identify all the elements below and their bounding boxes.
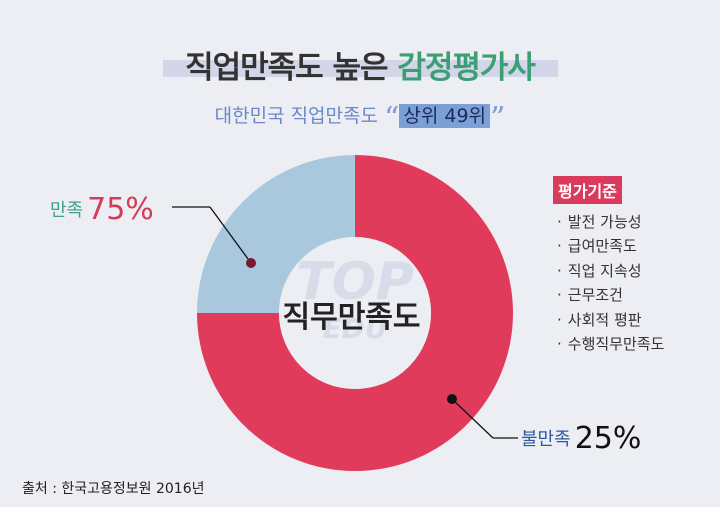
satisfied-category-label: 만족: [50, 200, 84, 221]
dissatisfied-leader-line-diag: [451, 398, 494, 439]
bullet-icon: ·: [557, 310, 562, 329]
title-main: 직업만족도 높은: [185, 50, 388, 86]
bullet-icon: ·: [557, 335, 562, 354]
dissatisfied-data-label: 불만족 25%: [521, 421, 641, 456]
criteria-item: · 사회적 평판: [553, 308, 664, 332]
bullet-icon: ·: [557, 261, 562, 280]
page-subtitle: 대한민국 직업만족도 “상위 49위”: [0, 101, 720, 136]
title-highlight: 감정평가사: [397, 50, 536, 86]
criteria-panel: 평가기준 · 발전 가능성 · 급여만족도 · 직업 지속성 · 근무조건 · 사회적 평판 · 수행…: [553, 176, 664, 356]
criteria-item: · 근무조건: [553, 283, 664, 307]
watermark-line2: EDU: [322, 312, 388, 345]
criteria-item-label: 수행직무만족도: [567, 335, 665, 354]
donut-slices: [197, 155, 513, 471]
donut-hole: [279, 237, 431, 389]
dissatisfied-marker-dot: [447, 394, 457, 404]
satisfied-data-label: 만족 75%: [50, 192, 154, 227]
criteria-item-label: 직업 지속성: [567, 261, 642, 280]
rank-badge: 상위 49위: [399, 104, 491, 128]
watermark-logo: TOP EDU: [280, 250, 430, 360]
criteria-item-label: 사회적 평판: [567, 310, 642, 329]
satisfied-value-label: 75%: [87, 192, 154, 227]
satisfied-marker-dot: [246, 258, 256, 268]
open-quote: “: [384, 101, 400, 136]
criteria-list: · 발전 가능성 · 급여만족도 · 직업 지속성 · 근무조건 · 사회적 평판 · 수행직무만족도: [553, 210, 664, 356]
criteria-item: · 급여만족도: [553, 234, 664, 258]
criteria-item: · 직업 지속성: [553, 259, 664, 283]
criteria-title: 평가기준: [553, 176, 622, 204]
bullet-icon: ·: [557, 286, 562, 305]
criteria-item: · 발전 가능성: [553, 210, 664, 234]
criteria-item-label: 급여만족도: [567, 237, 637, 256]
title-highlight-bar: [163, 60, 558, 77]
donut-slice-dissatisfied: [197, 155, 355, 313]
source-note: 출처 : 한국고용정보원 2016년: [22, 481, 205, 497]
donut-center-label: 직무만족도: [282, 300, 421, 335]
subtitle-prefix: 대한민국 직업만족도: [214, 105, 378, 127]
criteria-item-label: 근무조건: [567, 286, 623, 305]
criteria-item-label: 발전 가능성: [567, 213, 642, 231]
watermark-line1: TOP: [296, 252, 414, 312]
donut-slice-satisfied: [197, 155, 513, 471]
satisfied-leader-line-diag: [209, 206, 252, 264]
criteria-item: · 수행직무만족도: [553, 332, 664, 356]
close-quote: ”: [490, 101, 506, 136]
bullet-icon: ·: [557, 237, 562, 256]
bullet-icon: ·: [557, 213, 562, 231]
dissatisfied-value-label: 25%: [574, 421, 642, 456]
page-title: 직업만족도 높은 감정평가사: [0, 42, 720, 87]
dissatisfied-category-label: 불만족: [521, 429, 571, 450]
